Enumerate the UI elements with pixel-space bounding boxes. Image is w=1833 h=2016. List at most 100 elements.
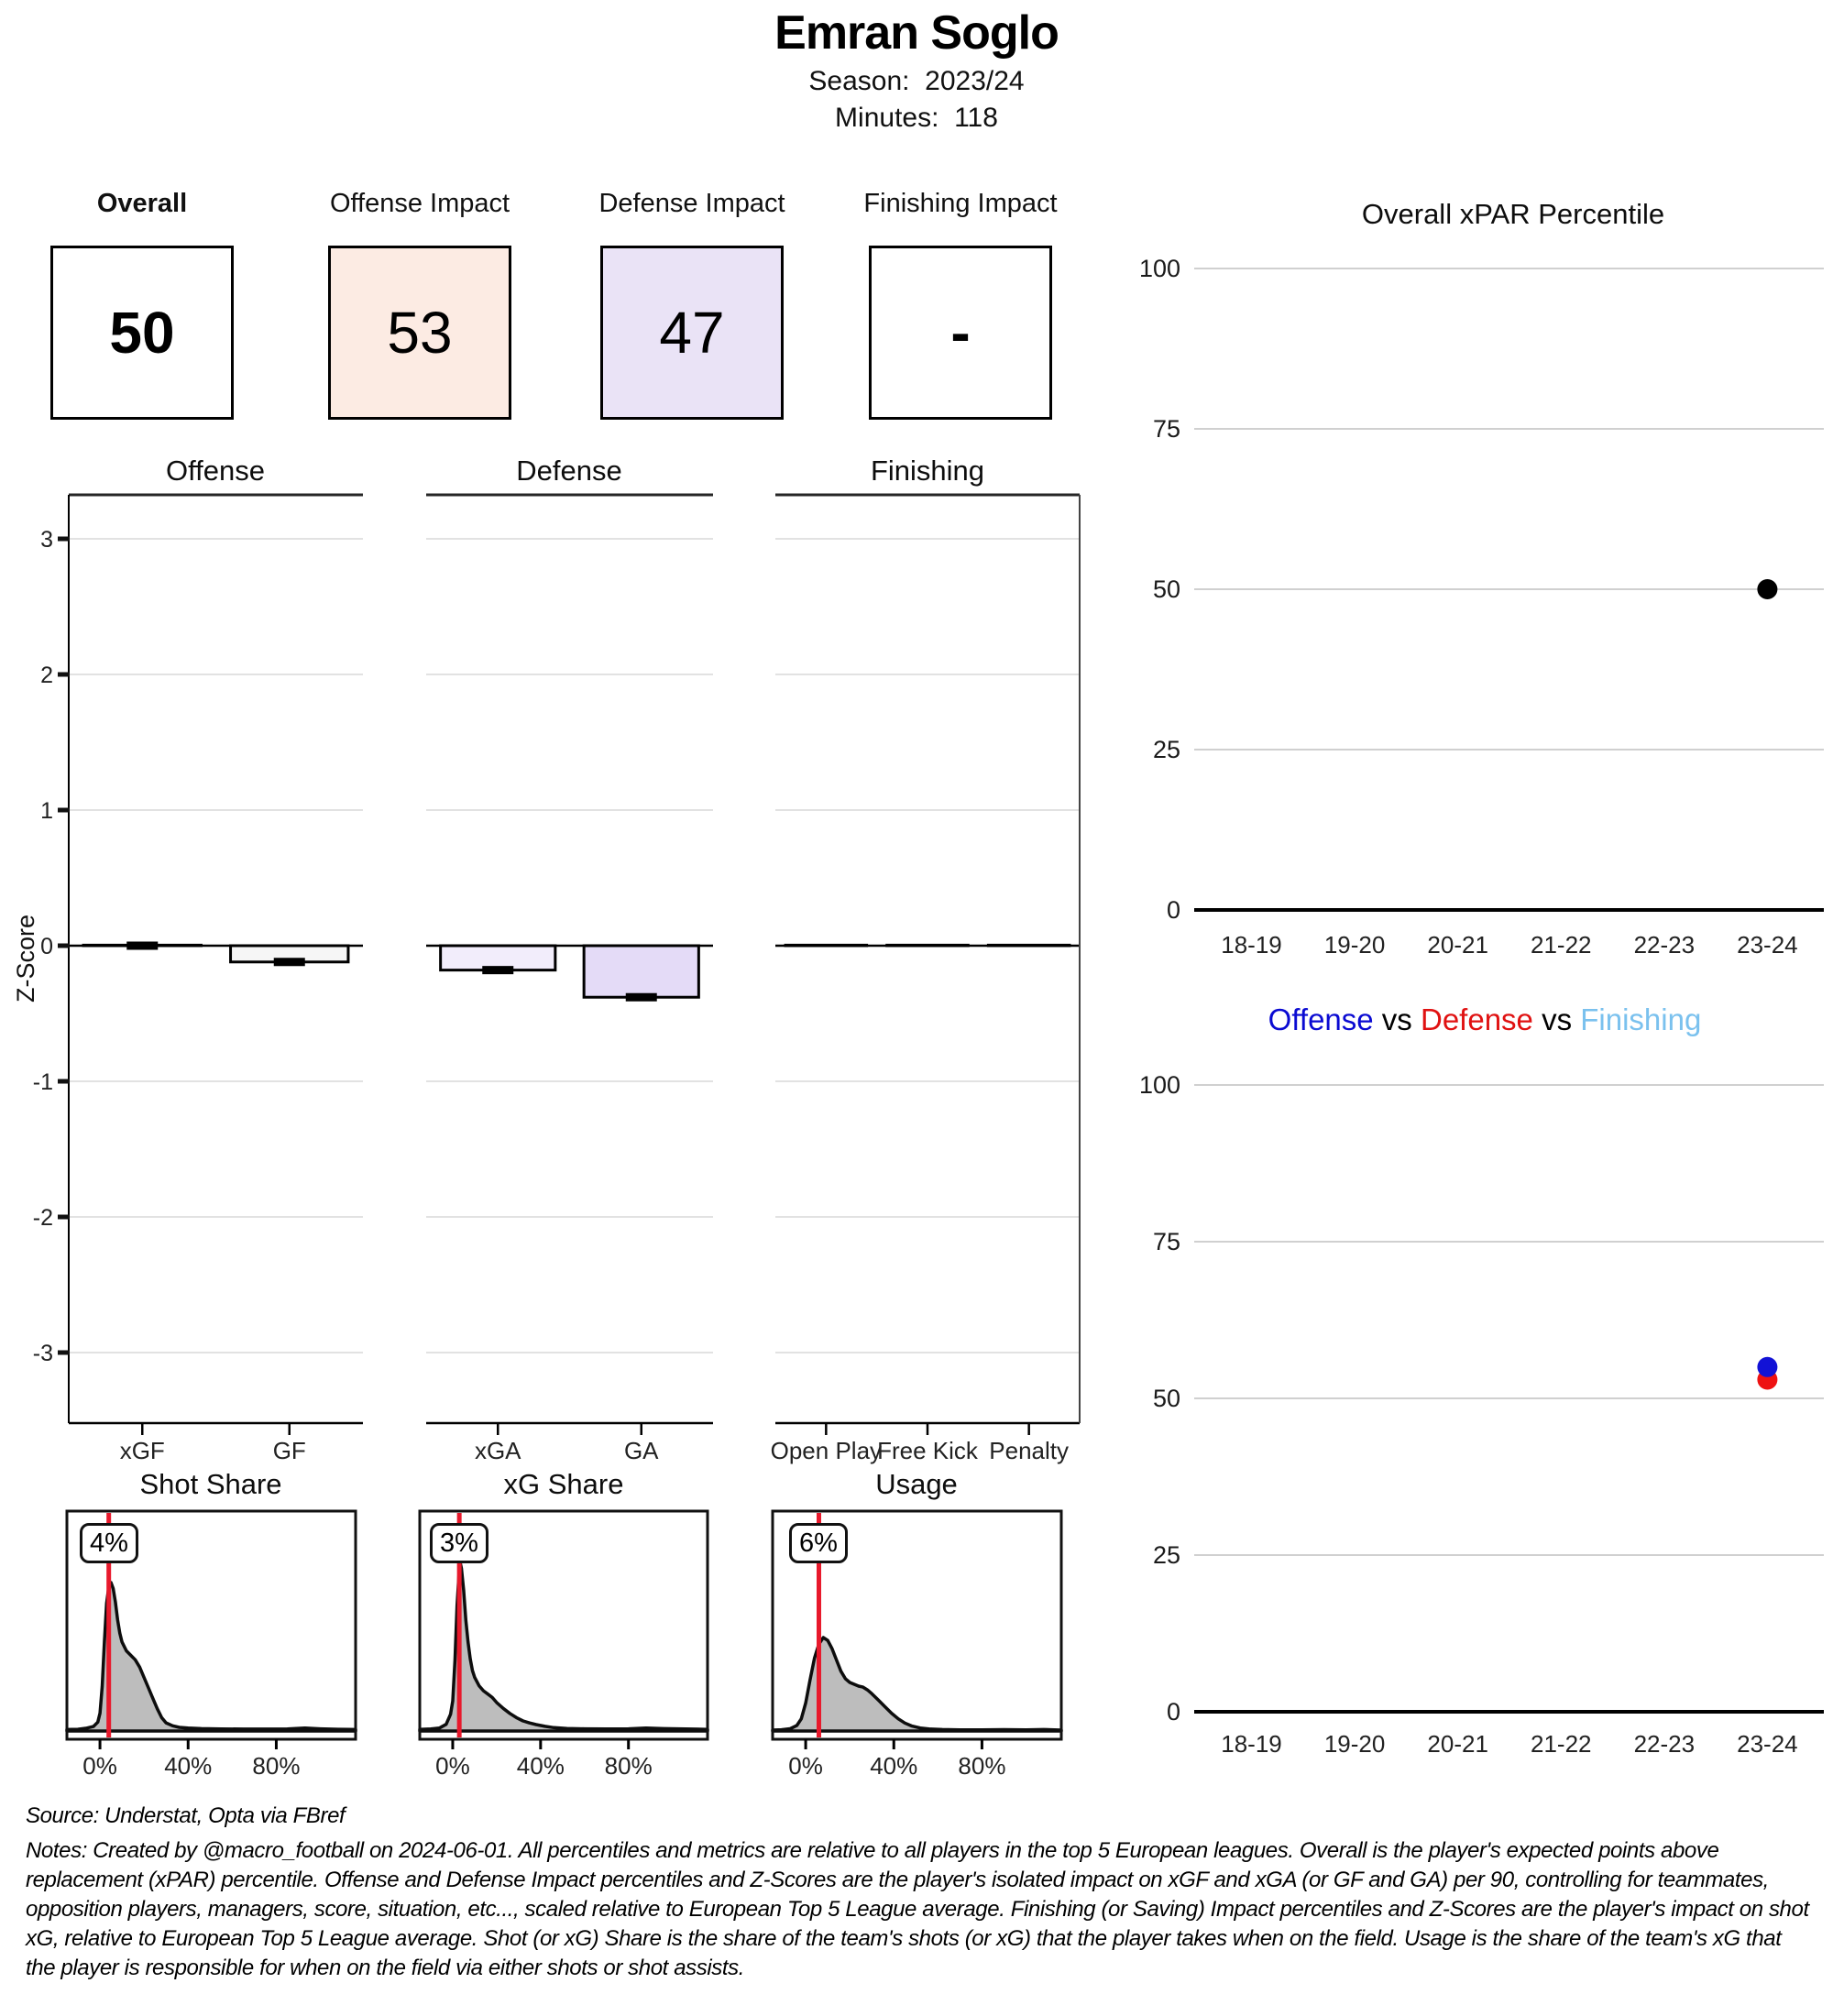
impact-box-overall: 50	[50, 246, 234, 420]
ovd-y-tick-label: 100	[1139, 1071, 1180, 1099]
density-curve-shot-share	[65, 1581, 357, 1733]
facet-title-offense: Offense	[165, 455, 265, 487]
usage-value-badge: 6%	[789, 1523, 848, 1563]
ovd-title-finishing: Finishing	[1580, 1003, 1702, 1036]
impact-label-offense: Offense Impact	[329, 189, 510, 218]
impact-label-overall: Overall	[96, 189, 188, 218]
zscore-bar-open-play	[784, 943, 869, 948]
x-tick-label: Open Play	[771, 1437, 882, 1464]
density-x-tick-label: 0%	[435, 1752, 470, 1780]
ovd-y-tick-label: 75	[1153, 1228, 1180, 1255]
footer-source: Source: Understat, Opta via FBref	[26, 1803, 346, 1828]
xpar-x-tick-label: 20-21	[1427, 931, 1488, 959]
header: Emran Soglo Season: 2023/24 Minutes: 118	[0, 5, 1833, 134]
zscore-marker-xga	[482, 966, 514, 975]
density-panel-border-usage	[771, 1509, 1063, 1741]
density-x-tick-label: 0%	[788, 1752, 823, 1780]
season-label: Season: 2023/24	[808, 66, 1025, 96]
x-tick-label: Penalty	[989, 1437, 1069, 1464]
x-tick-label: xGA	[475, 1437, 521, 1464]
density-x-tick-label: 40%	[517, 1752, 565, 1780]
density-x-tick-label: 40%	[164, 1752, 212, 1780]
xpar-x-tick-label: 22-23	[1634, 931, 1696, 959]
xpar-dot-overall	[1757, 579, 1778, 599]
xg-share-value-badge: 3%	[430, 1523, 488, 1563]
zscore-axis-label: Z-Score	[12, 914, 39, 1003]
density-curve-xg-share	[418, 1561, 709, 1733]
impact-box-offense: 53	[328, 246, 511, 420]
y-tick	[58, 1350, 70, 1355]
ovd-x-tick-label: 22-23	[1634, 1730, 1696, 1758]
zscore-bar-ga	[582, 944, 700, 999]
ovd-y-tick-label: 0	[1167, 1698, 1180, 1726]
ovd-x-tick-label: 21-22	[1531, 1730, 1592, 1758]
ovd-title-vs2: vs	[1532, 1003, 1581, 1036]
density-x-tick-label: 40%	[870, 1752, 917, 1780]
zscore-marker-ga	[625, 992, 657, 1002]
ovd-dot-offense	[1757, 1356, 1778, 1377]
xpar-chart-title: Overall xPAR Percentile	[1361, 198, 1665, 230]
xpar-x-tick-label: 23-24	[1737, 931, 1798, 959]
density-title-usage: Usage	[875, 1468, 958, 1500]
zscore-marker-xgf	[126, 941, 159, 950]
x-tick-label: GF	[273, 1437, 306, 1464]
ovd-y-tick-label: 25	[1153, 1541, 1180, 1569]
y-tick	[58, 807, 70, 813]
y-tick	[58, 943, 70, 948]
density-title-shot-share: Shot Share	[139, 1468, 282, 1500]
impact-label-finishing: Finishing Impact	[863, 189, 1058, 218]
zscore-bar-penalty	[986, 943, 1071, 948]
ovd-x-tick-label: 23-24	[1737, 1730, 1798, 1758]
xpar-y-tick-label: 0	[1167, 896, 1180, 924]
zscore-bar-free-kick	[885, 943, 970, 948]
facet-title-defense: Defense	[516, 455, 622, 487]
x-tick-label: xGF	[120, 1437, 165, 1464]
density-x-tick-label: 80%	[605, 1752, 653, 1780]
impact-box-finishing: -	[869, 246, 1052, 420]
y-tick-label: 2	[40, 663, 53, 688]
density-title-xg-share: xG Share	[503, 1468, 624, 1500]
y-tick-label: -1	[33, 1069, 53, 1095]
x-tick-label: Free Kick	[877, 1437, 979, 1464]
ovd-title-vs1: vs	[1373, 1003, 1421, 1036]
ovd-x-tick-label: 18-19	[1221, 1730, 1282, 1758]
ovd-chart-title: Offense vs Defense vs Finishing	[1164, 1003, 1806, 1037]
impact-value-overall: 50	[109, 300, 175, 366]
xpar-y-tick-label: 75	[1153, 415, 1180, 443]
xpar-x-tick-label: 19-20	[1324, 931, 1386, 959]
page-title: Emran Soglo	[774, 6, 1059, 60]
x-tick-label: GA	[624, 1437, 659, 1464]
ovd-title-defense: Defense	[1420, 1003, 1533, 1036]
density-panel-border-shot-share	[65, 1509, 357, 1741]
density-x-tick-label: 80%	[252, 1752, 300, 1780]
density-curve-usage	[771, 1636, 1063, 1733]
y-tick	[58, 536, 70, 542]
density-x-tick-label: 0%	[82, 1752, 117, 1780]
impact-label-defense: Defense Impact	[598, 189, 785, 218]
y-tick-label: -3	[33, 1341, 53, 1366]
y-tick-label: 0	[40, 934, 53, 959]
footer-notes: Notes: Created by @macro_football on 202…	[26, 1838, 1809, 1980]
ovd-x-tick-label: 20-21	[1427, 1730, 1488, 1758]
xpar-x-tick-label: 21-22	[1531, 931, 1592, 959]
ovd-y-tick-label: 50	[1153, 1385, 1180, 1412]
facet-title-finishing: Finishing	[870, 455, 985, 487]
footer: Source: Understat, Opta via FBref Notes:…	[26, 1802, 1811, 1983]
xpar-x-tick-label: 18-19	[1221, 931, 1282, 959]
y-tick-label: 1	[40, 798, 53, 824]
impact-value-offense: 53	[387, 300, 453, 366]
density-x-tick-label: 80%	[958, 1752, 1005, 1780]
minutes-label: Minutes: 118	[835, 103, 998, 133]
impact-value-finishing: -	[950, 300, 971, 366]
y-tick	[58, 1079, 70, 1084]
y-tick	[58, 1214, 70, 1220]
y-tick-label: -2	[33, 1205, 53, 1231]
xpar-y-tick-label: 25	[1153, 736, 1180, 763]
xpar-y-tick-label: 50	[1153, 575, 1180, 603]
xpar-y-tick-label: 100	[1139, 255, 1180, 282]
y-tick-label: 3	[40, 527, 53, 553]
impact-box-defense: 47	[600, 246, 784, 420]
impact-value-defense: 47	[659, 300, 725, 366]
